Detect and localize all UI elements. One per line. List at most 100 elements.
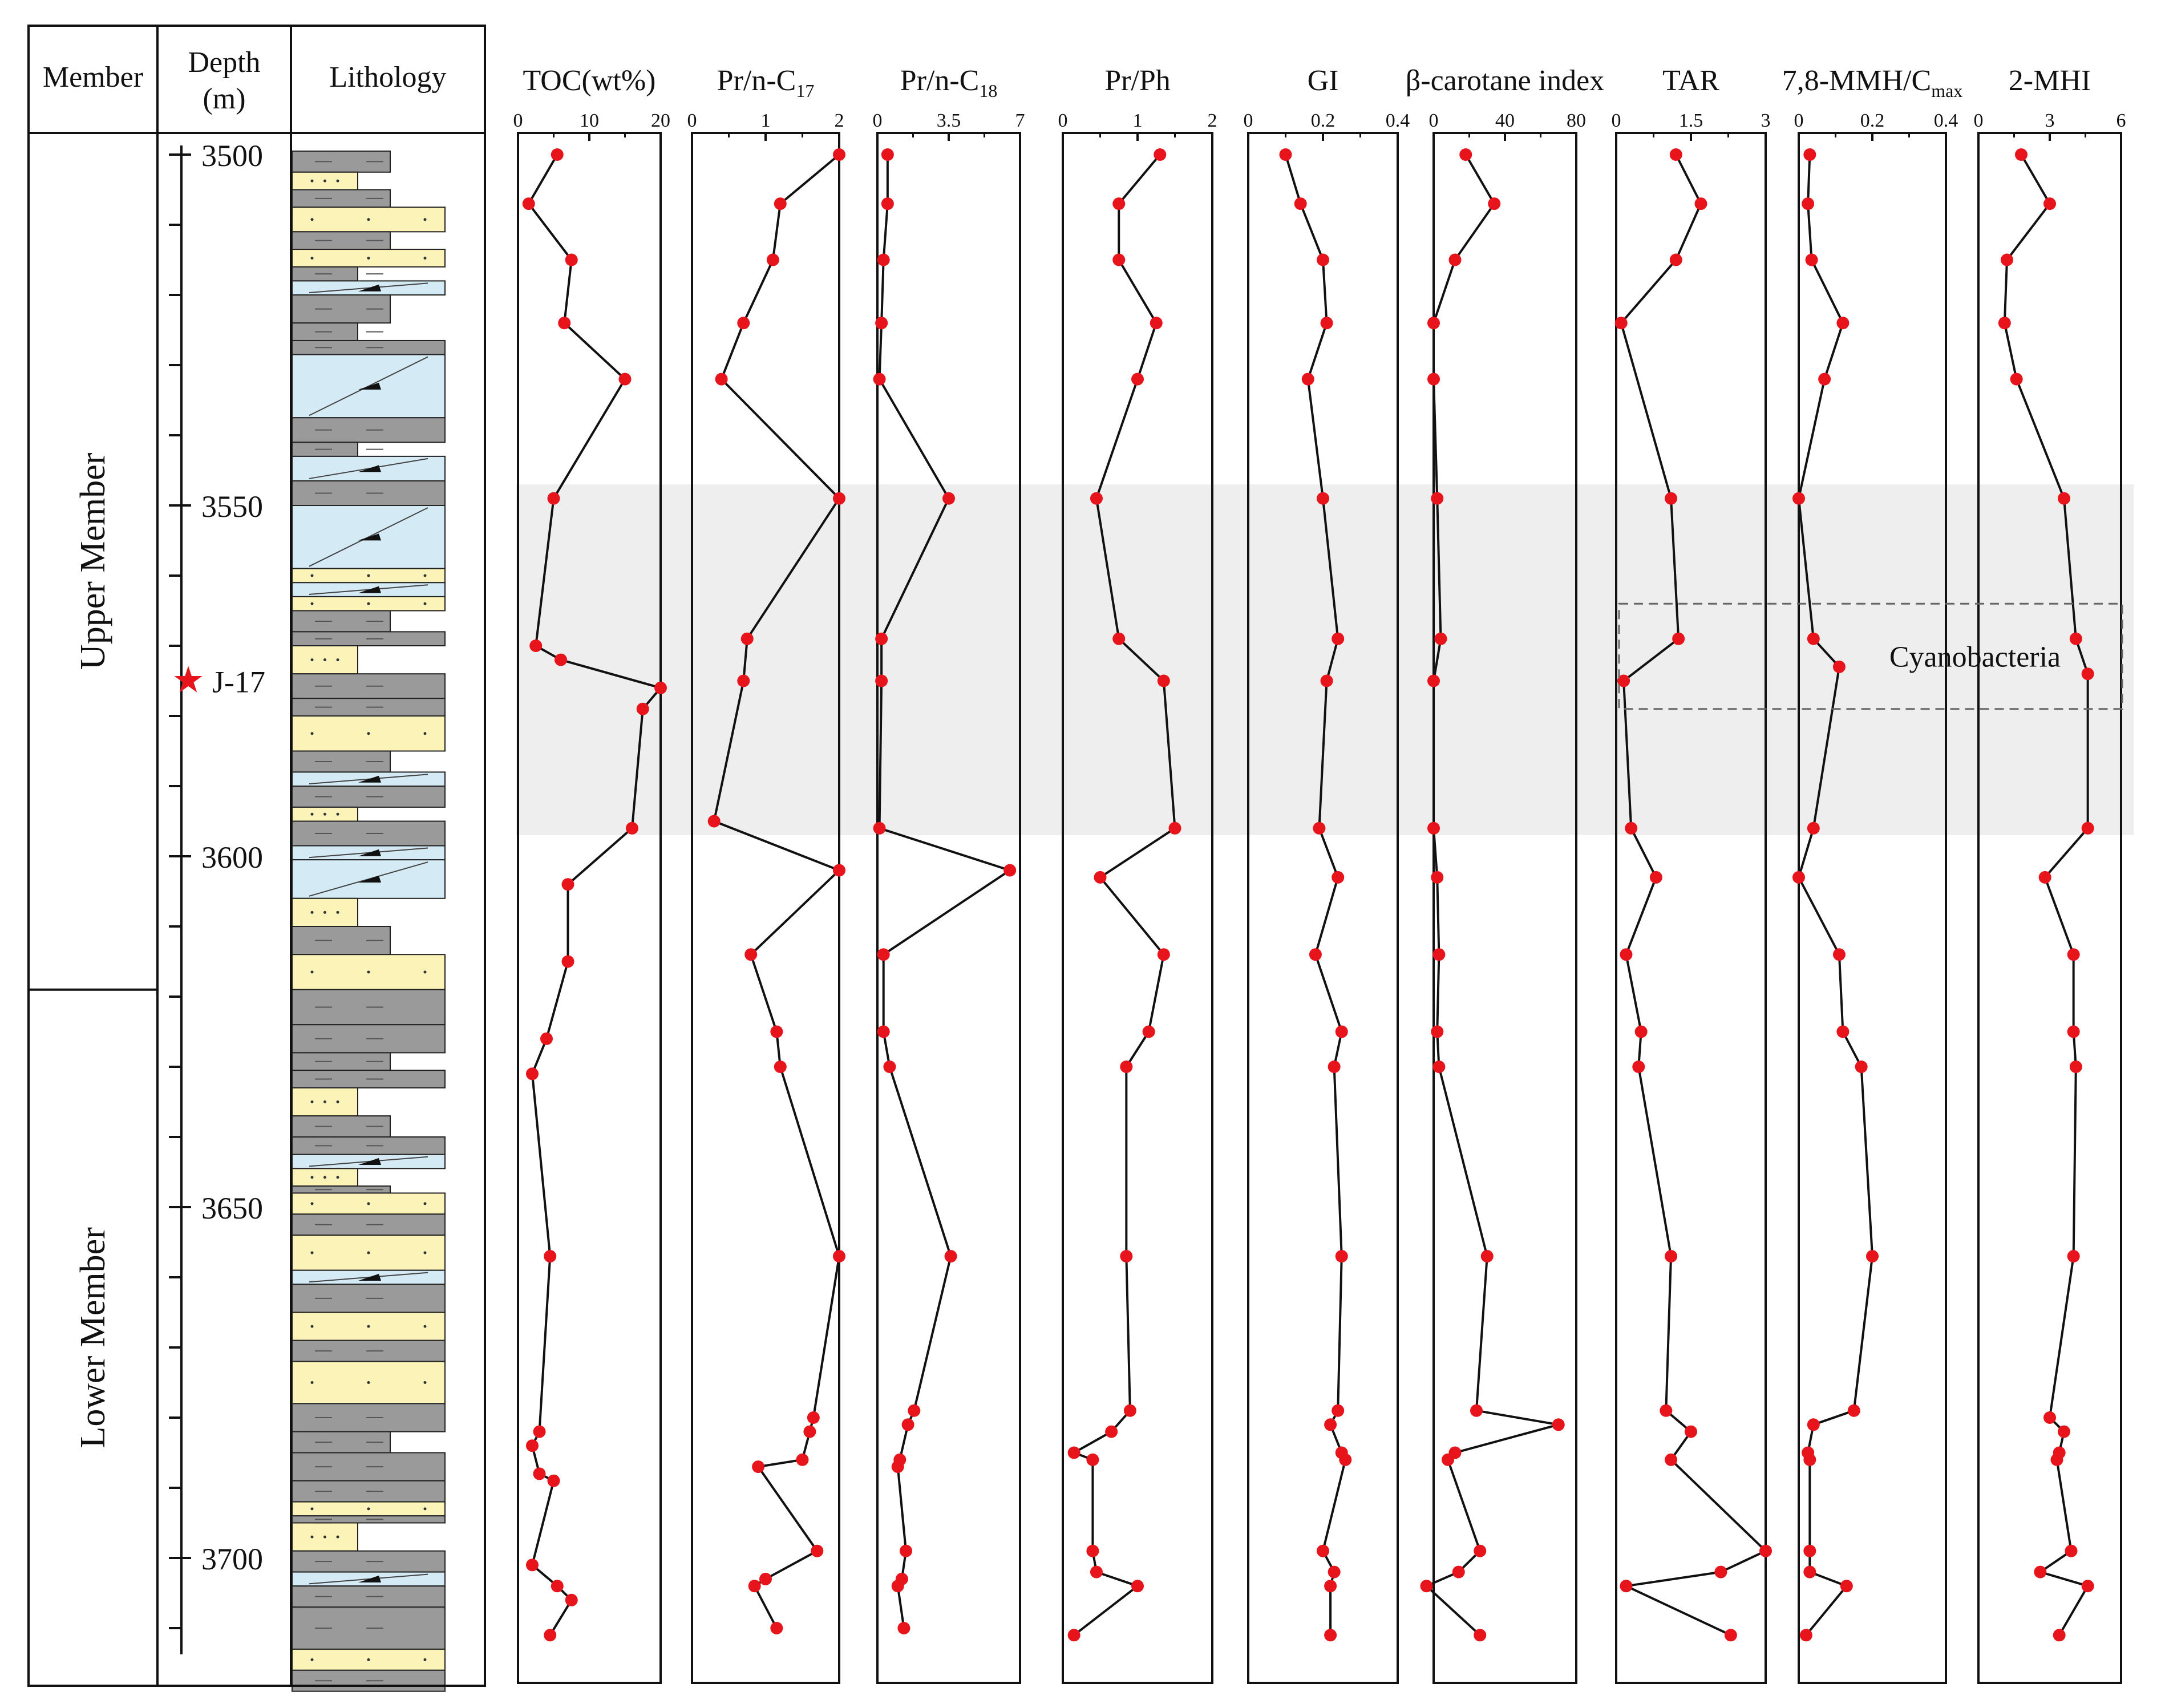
pr_c18-data-point [877, 253, 890, 266]
lithology-dot [367, 970, 370, 974]
pr_c18-data-point [1003, 864, 1017, 877]
pr_ph-data-point [1086, 1453, 1099, 1466]
pr_c17-data-point [807, 1411, 820, 1424]
lithology-lens [358, 1575, 381, 1582]
x-tick-label: 2 [835, 110, 844, 131]
tar-data-point [1724, 1629, 1737, 1642]
panel-mmh: 7,8-MMH/Cmax 0 0.2 0.4 [1782, 64, 1962, 1684]
pr_c18-data-point [901, 1418, 914, 1431]
lithology-dot [310, 574, 314, 577]
pr_c17-data-point [811, 1544, 824, 1557]
panel-beta_carotane: β-carotane index 0 40 80 [1406, 64, 1604, 1684]
beta_carotane-data-point [1480, 1250, 1494, 1263]
beta_carotane-data-point [1552, 1418, 1565, 1431]
lithology-lens [358, 775, 381, 783]
lithology-dot [310, 812, 314, 816]
x-tick-label: 0 [1429, 110, 1439, 131]
lithology-lens [358, 284, 381, 292]
pr_c17-data-point [833, 1250, 845, 1263]
lithology-dot [423, 256, 427, 260]
lithology-dot [336, 1100, 339, 1103]
lithology-dot [310, 1251, 314, 1254]
pr_ph-data-point [1123, 1404, 1136, 1417]
beta_carotane-data-point [1442, 1453, 1454, 1466]
lithology-dot [310, 1176, 314, 1179]
depth-tick-label: 3600 [201, 840, 263, 875]
panel-frame [1977, 132, 2122, 1684]
gi-data-point [1324, 1418, 1337, 1431]
pr_c17-data-point [774, 1061, 787, 1073]
pr_c18-data-point [877, 948, 890, 961]
mhi-data-point [2081, 821, 2094, 835]
toc-data-point [561, 955, 574, 968]
pr_ph-data-point [1150, 317, 1163, 330]
mhi-data-point [2069, 1061, 2082, 1073]
tar-data-point [1759, 1544, 1772, 1557]
pr_c17-data-point [803, 1425, 816, 1438]
mhi-data-point [2010, 373, 2023, 386]
lithology-dot [310, 910, 314, 914]
lithology-column-header: Lithology [329, 61, 446, 94]
sample-star-icon: ★ [172, 660, 204, 701]
gi-data-point [1324, 1629, 1337, 1642]
x-tick-label: 0 [1058, 110, 1068, 131]
beta_carotane-data-point [1431, 871, 1444, 884]
beta_carotane-data-point [1459, 148, 1472, 161]
gi-data-point [1332, 1404, 1345, 1417]
pr_ph-data-point [1105, 1425, 1118, 1438]
pr_c17-data-point [752, 1460, 765, 1474]
lithology-dot [423, 218, 427, 221]
tar-data-point [1660, 1404, 1673, 1417]
pr_ph-data-point [1120, 1250, 1133, 1263]
lithology-dot [323, 1176, 326, 1179]
x-tick-label: 10 [580, 110, 599, 131]
lithology-dot [423, 970, 427, 974]
mmh-data-point [1807, 821, 1820, 835]
beta_carotane-data-point [1432, 948, 1446, 961]
x-tick-label: 0 [1612, 110, 1621, 131]
gi-data-point [1309, 948, 1322, 961]
tar-data-point [1620, 948, 1633, 961]
gi-data-point [1279, 148, 1292, 161]
mmh-data-point [1799, 1629, 1812, 1642]
x-tick-label: 3.5 [937, 110, 961, 131]
toc-data-point [551, 1580, 564, 1593]
lithology-dot [310, 1507, 314, 1511]
lithology-dot [367, 218, 370, 221]
pr_c17-data-point [744, 948, 758, 961]
lithology-dot [323, 812, 326, 816]
pr_c17-data-point [737, 317, 750, 330]
gi-data-point [1328, 1061, 1341, 1073]
mmh-data-point [1803, 1544, 1816, 1557]
toc-data-point [529, 640, 543, 652]
toc-data-point [544, 1250, 557, 1263]
pr_ph-data-point [1086, 1544, 1099, 1557]
mhi-data-point [2034, 1565, 2047, 1579]
pr_c17-data-point [740, 632, 754, 645]
pr_ph-data-point [1094, 871, 1107, 884]
panel-pr_c18: Pr/n-C18 0 3.5 7 [873, 64, 1025, 1684]
pr_c17-data-point [707, 815, 721, 828]
beta_carotane-data-point [1470, 1404, 1483, 1417]
lithology-dot [310, 970, 314, 974]
lithology-dot [310, 1658, 314, 1661]
x-tick-label: 0 [513, 110, 523, 131]
pr_c17-data-point [774, 197, 787, 211]
lithology-dot [367, 1507, 370, 1511]
panel-title: Pr/n-C17 [717, 64, 815, 101]
depth-tick-label: 3500 [201, 139, 263, 173]
pr_c17-profile-line [713, 153, 840, 1629]
depth-tick-label: 3700 [201, 1542, 263, 1576]
x-tick-label: 6 [2117, 110, 2126, 131]
mhi-data-point [2081, 667, 2094, 681]
tar-data-point [1634, 1025, 1648, 1038]
lithology-dot [367, 602, 370, 605]
lithology-dot [367, 1202, 370, 1205]
pr_ph-data-point [1112, 632, 1126, 645]
panel-title: TAR [1662, 64, 1719, 97]
panel-pr_ph: Pr/Ph 0 1 2 [1058, 64, 1217, 1684]
pr_ph-data-point [1154, 148, 1167, 161]
beta_carotane-data-point [1488, 197, 1501, 211]
pr_c18-data-point [877, 1025, 890, 1038]
tar-data-point [1665, 492, 1678, 505]
